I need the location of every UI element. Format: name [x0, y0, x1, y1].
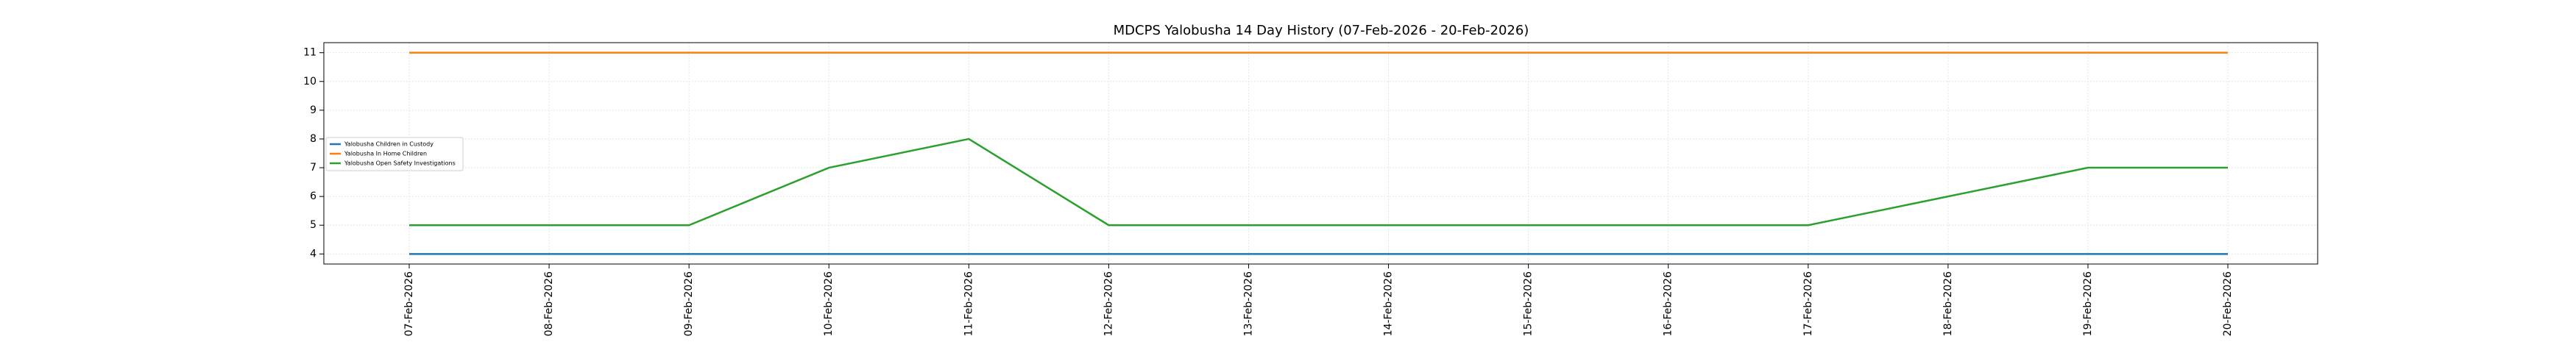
x-tick-label: 14-Feb-2026 — [1383, 271, 1395, 336]
x-tick-label: 17-Feb-2026 — [1802, 271, 1814, 336]
y-tick-label: 10 — [303, 76, 316, 88]
y-tick-label: 5 — [310, 219, 316, 231]
y-tick-label: 4 — [310, 248, 316, 260]
x-tick-label: 19-Feb-2026 — [2082, 271, 2094, 336]
y-tick-label: 6 — [310, 190, 316, 202]
x-tick-label: 08-Feb-2026 — [543, 271, 555, 336]
x-tick-label: 09-Feb-2026 — [683, 271, 695, 336]
y-tick-label: 9 — [310, 104, 316, 116]
x-tick-label: 20-Feb-2026 — [2222, 271, 2234, 336]
x-tick-label: 07-Feb-2026 — [403, 271, 415, 336]
x-tick-label: 15-Feb-2026 — [1523, 271, 1535, 336]
y-tick-label: 11 — [303, 47, 316, 59]
x-tick-label: 10-Feb-2026 — [823, 271, 835, 336]
chart-title: MDCPS Yalobusha 14 Day History (07-Feb-2… — [1114, 23, 1529, 38]
legend: Yalobusha Children in Custody Yalobusha I… — [325, 137, 464, 171]
legend-label: Yalobusha In Home Children — [344, 151, 427, 157]
legend-label: Yalobusha Children in Custody — [344, 141, 434, 148]
plot-frame — [323, 42, 2318, 265]
x-tick-label: 11-Feb-2026 — [963, 271, 974, 336]
x-tick-label: 13-Feb-2026 — [1242, 271, 1254, 336]
series-line — [409, 138, 2228, 227]
legend-box — [325, 137, 464, 171]
x-tick-label: 18-Feb-2026 — [1942, 271, 1954, 336]
x-tick-label: 12-Feb-2026 — [1103, 271, 1114, 336]
legend-label: Yalobusha Open Safety Investigations — [344, 160, 456, 167]
y-tick-label: 7 — [310, 162, 316, 174]
x-tick-label: 16-Feb-2026 — [1663, 271, 1674, 336]
y-tick-label: 8 — [310, 133, 316, 145]
